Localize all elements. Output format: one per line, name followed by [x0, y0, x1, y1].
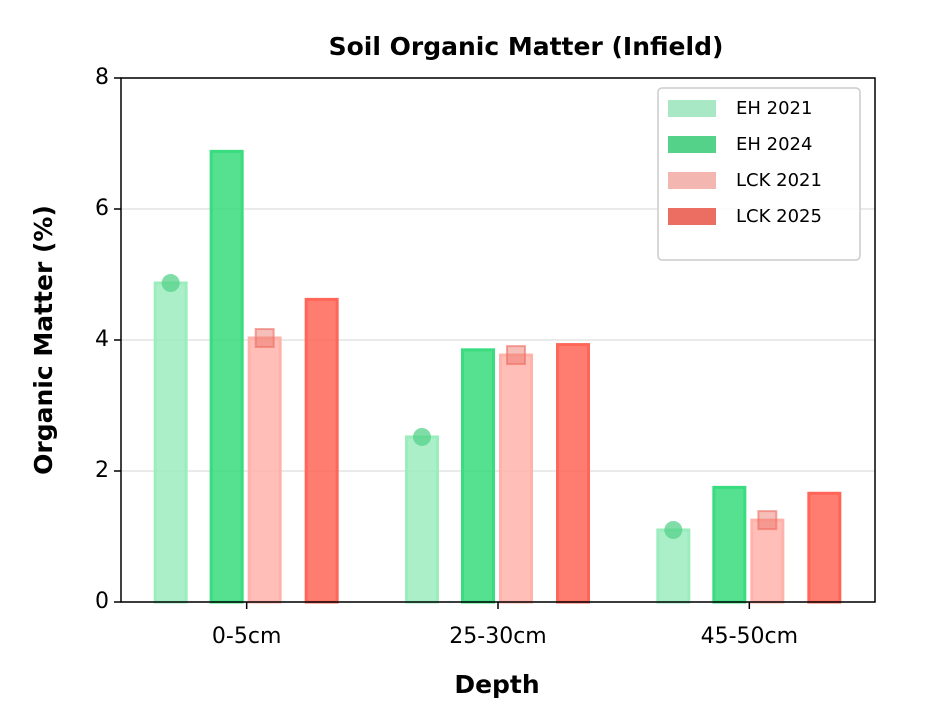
bar	[304, 297, 339, 604]
chart-title: Soil Organic Matter (Infield)	[329, 32, 724, 61]
y-tick-label: 6	[95, 196, 109, 221]
legend-label: LCK 2021	[736, 170, 822, 191]
legend-label: EH 2024	[736, 134, 812, 155]
y-tick-label: 8	[95, 65, 109, 90]
bar	[656, 528, 691, 604]
bar	[405, 435, 439, 604]
y-axis-label: Organic Matter (%)	[29, 205, 58, 475]
x-axis-label: Depth	[454, 670, 539, 699]
legend-swatch	[668, 208, 716, 225]
y-tick-label: 0	[95, 589, 109, 614]
legend-label: LCK 2025	[736, 206, 822, 227]
bar	[750, 518, 785, 604]
legend-swatch	[668, 100, 716, 117]
bar	[556, 343, 590, 604]
y-tick-label: 4	[95, 327, 109, 352]
marker	[506, 345, 526, 366]
plot-frame	[120, 77, 876, 603]
bar	[209, 149, 244, 604]
bar	[499, 353, 533, 604]
x-tick-label: 45-50cm	[701, 624, 798, 649]
marker	[161, 274, 180, 293]
marker	[413, 427, 431, 446]
bar	[461, 348, 495, 604]
bar	[153, 281, 188, 604]
bar	[247, 336, 282, 604]
bar	[807, 491, 842, 604]
marker	[757, 510, 778, 531]
bar	[712, 485, 747, 604]
marker	[254, 328, 275, 349]
legend-label: EH 2021	[736, 98, 812, 119]
x-tick-label: 25-30cm	[449, 624, 546, 649]
legend-swatch	[668, 172, 716, 189]
x-tick-label: 0-5cm	[212, 624, 281, 649]
marker	[664, 520, 683, 539]
legend-swatch	[668, 136, 716, 153]
y-tick-label: 2	[95, 458, 109, 483]
